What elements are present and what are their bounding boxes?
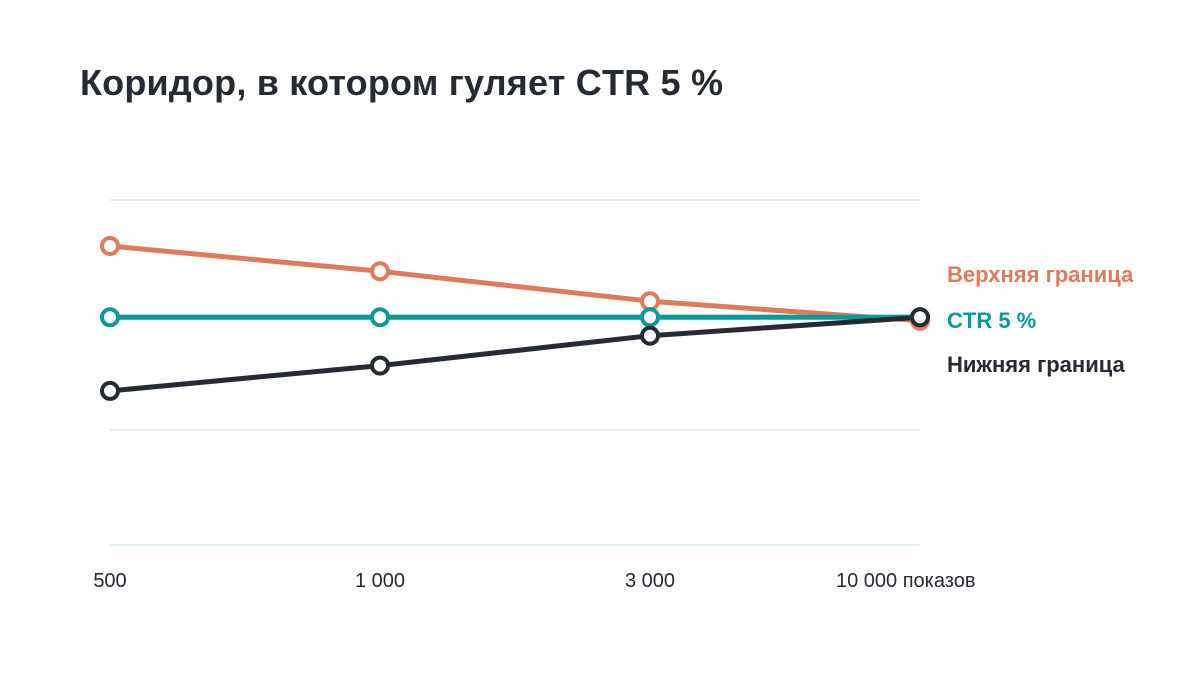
data-point bbox=[100, 380, 120, 401]
data-point bbox=[640, 291, 660, 312]
legend: Верхняя граница CTR 5 % Нижняя граница bbox=[947, 262, 1134, 377]
data-point bbox=[100, 307, 120, 328]
legend-label: Верхняя граница bbox=[947, 262, 1134, 287]
x-axis-ticks: 500 1 000 3 000 10 000 показов bbox=[93, 570, 975, 592]
chart-title: Коридор, в котором гуляет CTR 5 % bbox=[80, 62, 724, 103]
data-point bbox=[370, 355, 390, 376]
data-point bbox=[640, 307, 660, 328]
data-point bbox=[370, 307, 390, 328]
x-tick-label: 3 000 bbox=[625, 570, 675, 592]
legend-label: CTR 5 % bbox=[947, 308, 1036, 333]
series-lines bbox=[107, 243, 923, 394]
data-point bbox=[100, 236, 120, 256]
series-line-2 bbox=[107, 314, 923, 394]
data-point bbox=[370, 261, 390, 282]
series-line-0 bbox=[107, 243, 923, 324]
x-tick-label: 500 bbox=[93, 570, 126, 592]
legend-label: Нижняя граница bbox=[947, 352, 1126, 377]
data-points bbox=[100, 236, 930, 401]
data-point bbox=[640, 325, 660, 346]
gridlines bbox=[110, 199, 920, 546]
data-point bbox=[910, 307, 930, 328]
x-tick-label: 10 000 показов bbox=[836, 570, 975, 592]
x-tick-label: 1 000 bbox=[355, 570, 405, 592]
